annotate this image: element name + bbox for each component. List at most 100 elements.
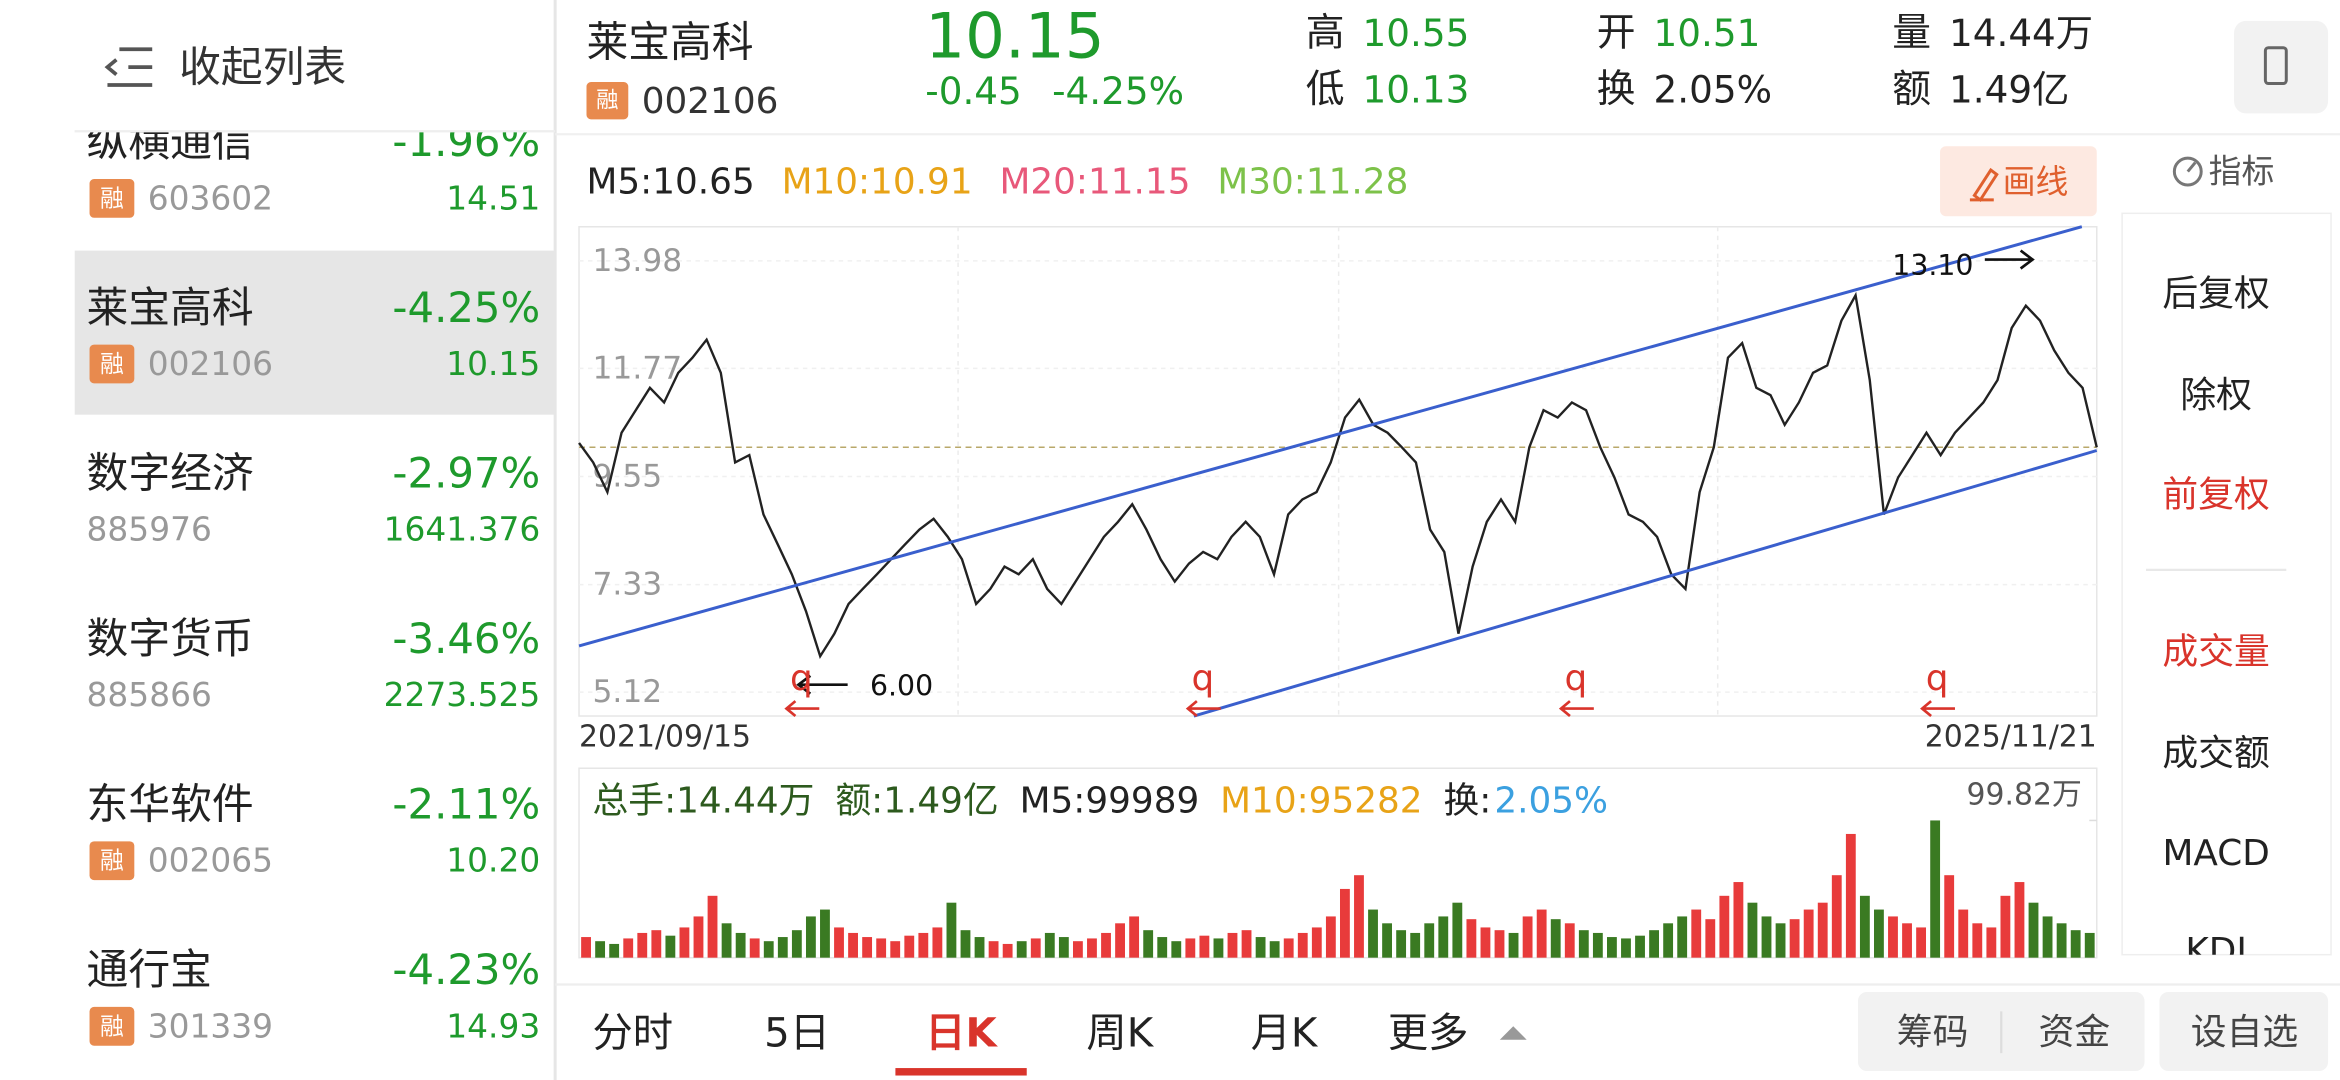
tab[interactable]: 5日 [764, 1011, 830, 1057]
indicator-button-label[interactable]: 指标 [2209, 153, 2275, 191]
volume-bar [1087, 938, 1097, 958]
volume-bar [932, 927, 943, 958]
volume-bar [1508, 932, 1519, 958]
volume-bar [2028, 902, 2039, 958]
volume-bar [1621, 938, 1631, 958]
volume-stat: 2.05% [1494, 781, 1608, 822]
badge [89, 841, 135, 881]
device-button[interactable] [2234, 20, 2329, 114]
volume-bar [1044, 932, 1055, 958]
stock-code: 301339 [148, 1007, 273, 1045]
badge [586, 82, 629, 120]
button-label[interactable]: 设自选 [2191, 1012, 2298, 1053]
stock-name[interactable]: 数字经济 [87, 448, 254, 497]
stock-change: -4.23% [392, 945, 540, 994]
badge [89, 344, 135, 384]
stock-price: 10.15 [446, 345, 540, 383]
device-icon [2263, 46, 2288, 86]
stock-name[interactable]: 通行宝 [87, 945, 212, 994]
volume-bar [1354, 875, 1364, 958]
volume-bar [904, 935, 915, 958]
volume-bar [1845, 833, 1856, 958]
volume-bar [1691, 909, 1702, 958]
volume-bar [1030, 938, 1041, 958]
volume-bar [1452, 902, 1463, 958]
stock-code: 885866 [87, 676, 212, 714]
tab[interactable]: 分时 [592, 1011, 673, 1057]
tab[interactable]: 周K [1086, 1011, 1154, 1057]
menu-item[interactable]: 除权 [2180, 375, 2252, 416]
more-triangle [1499, 1026, 1527, 1040]
volume-bar [1382, 923, 1392, 958]
stat-value: 10.51 [1654, 11, 1761, 55]
stock-list[interactable]: 纵横通信 -1.96% 融 603602 14.51 莱宝高科 -4.25% 融 002106 1… [74, 117, 556, 1046]
volume-bar [1663, 923, 1674, 958]
signal-arrow [1558, 700, 1594, 718]
volume-bar [749, 938, 760, 958]
watchlist-button[interactable] [2159, 991, 2329, 1072]
y-tick-label: 7.33 [592, 567, 662, 603]
tab[interactable]: 日K [925, 1011, 998, 1057]
stat-label: 开 [1597, 10, 1636, 55]
menu-item[interactable]: MACD [2162, 833, 2269, 874]
volume-bar [735, 932, 746, 958]
volume-bar [1902, 923, 1912, 958]
tab[interactable]: 更多 [1388, 1011, 1469, 1057]
menu-item[interactable]: 后复权 [2162, 273, 2269, 314]
stat-value: 2.05% [1654, 68, 1773, 112]
volume-bar [581, 937, 591, 958]
volume-bar [1789, 919, 1800, 958]
volume-bar [1143, 930, 1154, 958]
volume-bar [1705, 919, 1716, 958]
volume-bar [2042, 916, 2053, 958]
quote-price: 10.15 [925, 0, 1104, 72]
stock-change: -4.25% [392, 283, 540, 332]
stock-code: 603602 [148, 179, 273, 217]
tab[interactable]: 月K [1251, 1011, 1319, 1057]
volume-bar [1888, 916, 1898, 958]
stock-name[interactable]: 莱宝高科 [87, 283, 254, 332]
volume-bar [1747, 902, 1758, 958]
signal-arrow [784, 700, 820, 718]
tab-underline [895, 1068, 1027, 1076]
sidebar-header [74, 0, 556, 132]
volume-bar [1368, 909, 1378, 958]
volume-max-label: 99.82万 [1967, 778, 2082, 813]
stock-name[interactable]: 东华软件 [87, 780, 254, 829]
badge-text: 融 [100, 1012, 124, 1040]
stat-label: 换 [1597, 67, 1636, 112]
menu-item[interactable]: 成交量 [2162, 631, 2269, 672]
pen-icon [1969, 167, 1999, 203]
menu-item[interactable]: 成交额 [2162, 733, 2269, 774]
volume-bar [777, 937, 788, 958]
stat-value: 10.13 [1363, 68, 1470, 112]
volume-bar [2070, 930, 2081, 958]
channel-line [1193, 449, 2098, 718]
volume-bar [1115, 923, 1125, 958]
volume-bar [1775, 923, 1786, 958]
stat-value: 10.55 [1363, 11, 1470, 55]
collapse-icon[interactable] [104, 47, 153, 87]
volume-bar [1592, 932, 1603, 958]
volume-bar [1213, 938, 1224, 958]
volume-bar [946, 902, 957, 958]
button-label[interactable]: 筹码 [1897, 1012, 1969, 1053]
volume-bar [1255, 937, 1266, 958]
channel-line [578, 225, 2083, 648]
volume-bar [1101, 932, 1111, 958]
menu-item[interactable]: KDJ [2185, 931, 2247, 972]
menu-item[interactable]: 前复权 [2162, 475, 2269, 516]
stock-name[interactable]: 纵横通信 [87, 117, 254, 166]
volume-bar [623, 938, 634, 958]
signal-marker: q [1191, 658, 1214, 699]
button-label[interactable]: 资金 [2039, 1012, 2111, 1053]
badge-text: 融 [100, 847, 124, 875]
volume-bar [890, 941, 901, 958]
draw-button-label[interactable]: 画线 [2003, 163, 2069, 201]
ma-value: M20:11.15 [999, 161, 1190, 202]
y-tick-label: 13.98 [592, 243, 682, 279]
stock-name[interactable]: 数字货币 [87, 614, 254, 663]
quote-code: 002106 [642, 81, 779, 122]
volume-bar [1480, 927, 1491, 958]
